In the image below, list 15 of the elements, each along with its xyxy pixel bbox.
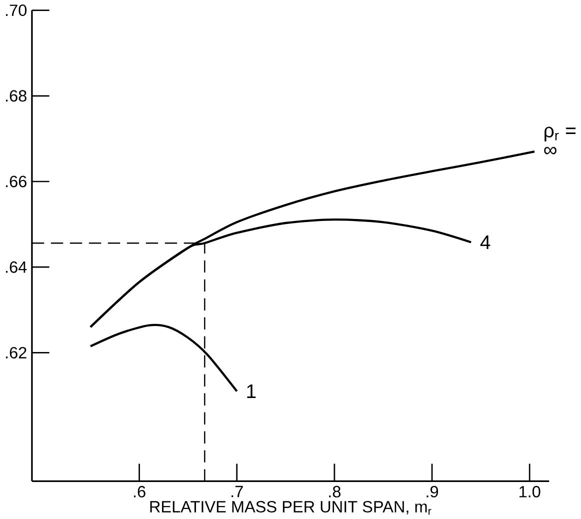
- x-tick-label: .8: [329, 486, 341, 498]
- x-axis-title: RELATIVE MASS PER UNIT SPAN, m$_{r}$: [150, 500, 432, 515]
- x-tick-label: .6: [134, 486, 146, 498]
- y-tick-label: .70: [6, 4, 27, 16]
- series-label: 1: [247, 384, 256, 398]
- x-tick-label: .7: [232, 486, 243, 497]
- annotation: ρ$_{r}$ =: [544, 126, 576, 142]
- x-tick-label: .9: [426, 486, 438, 498]
- y-tick-label: .64: [6, 261, 27, 273]
- series-label: 4: [480, 235, 490, 249]
- x-tick-label: 1.0: [520, 486, 540, 498]
- y-tick-label: .68: [6, 90, 26, 102]
- series-label: ∞: [544, 146, 556, 154]
- y-tick-label: .66: [6, 176, 26, 188]
- y-tick-label: .62: [6, 346, 26, 358]
